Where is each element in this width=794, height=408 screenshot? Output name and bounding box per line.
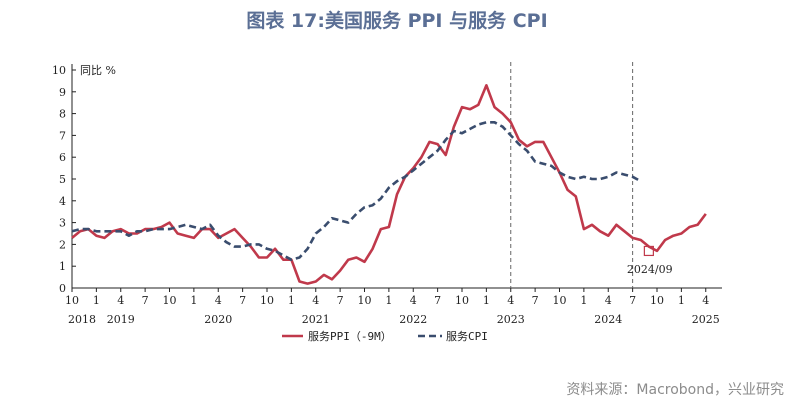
x-tick-label: 4 bbox=[702, 294, 709, 307]
x-tick-label: 4 bbox=[215, 294, 222, 307]
y-tick-label: 10 bbox=[52, 64, 66, 77]
legend-label-services-cpi: 服务CPI bbox=[446, 330, 488, 343]
x-tick-label: 10 bbox=[260, 294, 274, 307]
y-tick-label: 0 bbox=[59, 282, 66, 295]
y-tick-label: 1 bbox=[59, 260, 66, 273]
year-label: 2019 bbox=[107, 313, 135, 326]
x-tick-label: 1 bbox=[483, 294, 490, 307]
x-tick-label: 10 bbox=[358, 294, 372, 307]
x-tick-label: 4 bbox=[312, 294, 319, 307]
y-tick-label: 5 bbox=[59, 173, 66, 186]
x-tick-label: 7 bbox=[629, 294, 636, 307]
x-tick-label: 1 bbox=[678, 294, 685, 307]
x-tick-label: 1 bbox=[288, 294, 295, 307]
year-label: 2021 bbox=[302, 313, 330, 326]
y-tick-label: 2 bbox=[59, 238, 66, 251]
x-tick-label: 10 bbox=[163, 294, 177, 307]
legend: 服务PPI（-9M） 服务CPI bbox=[282, 330, 488, 343]
x-tick-label: 7 bbox=[337, 294, 344, 307]
x-tick-label: 10 bbox=[455, 294, 469, 307]
annotation-layer: 2024/09 bbox=[627, 245, 673, 276]
x-tick-label: 1 bbox=[190, 294, 197, 307]
year-label: 2022 bbox=[399, 313, 427, 326]
reference-lines bbox=[510, 62, 634, 288]
x-tick-label: 7 bbox=[434, 294, 441, 307]
annotation-marker bbox=[643, 245, 654, 257]
x-tick-label: 4 bbox=[605, 294, 612, 307]
year-label: 2025 bbox=[692, 313, 720, 326]
y-tick-label: 6 bbox=[59, 151, 66, 164]
source-note: 资料来源：Macrobond，兴业研究 bbox=[566, 382, 784, 398]
x-tick-label: 10 bbox=[553, 294, 567, 307]
x-tick-label: 1 bbox=[580, 294, 587, 307]
series-line-services-ppi bbox=[71, 84, 707, 285]
y-tick-label: 3 bbox=[59, 217, 66, 230]
annotation-label: 2024/09 bbox=[627, 263, 673, 276]
year-label: 2018 bbox=[68, 313, 96, 326]
year-label: 2024 bbox=[594, 313, 622, 326]
series-line-services-cpi bbox=[71, 121, 642, 262]
x-tick-label: 7 bbox=[532, 294, 539, 307]
x-tick-label: 4 bbox=[117, 294, 124, 307]
x-tick-label: 10 bbox=[650, 294, 664, 307]
x-tick-label: 1 bbox=[93, 294, 100, 307]
year-label: 2023 bbox=[497, 313, 525, 326]
y-tick-label: 4 bbox=[59, 195, 66, 208]
x-tick-label: 7 bbox=[239, 294, 246, 307]
x-tick-label: 7 bbox=[142, 294, 149, 307]
y-axis-label: 同比 % bbox=[80, 64, 116, 77]
x-tick-label: 4 bbox=[410, 294, 417, 307]
chart-title: 图表 17:美国服务 PPI 与服务 CPI bbox=[246, 10, 548, 32]
x-tick-label: 10 bbox=[65, 294, 79, 307]
axes: 0 1 2 3 4 5 6 7 8 9 10 同比 % 10 1 4 7 10 1 4 7 10 1 4 7 10 1 4 7 10 1 4… bbox=[52, 64, 722, 326]
year-label: 2020 bbox=[204, 313, 232, 326]
y-tick-label: 8 bbox=[59, 108, 66, 121]
y-tick-label: 7 bbox=[59, 129, 66, 142]
y-tick-label: 9 bbox=[59, 86, 66, 99]
x-tick-label: 1 bbox=[385, 294, 392, 307]
legend-label-services-ppi: 服务PPI（-9M） bbox=[308, 330, 392, 343]
series-layer bbox=[71, 84, 707, 285]
x-tick-label: 4 bbox=[507, 294, 514, 307]
